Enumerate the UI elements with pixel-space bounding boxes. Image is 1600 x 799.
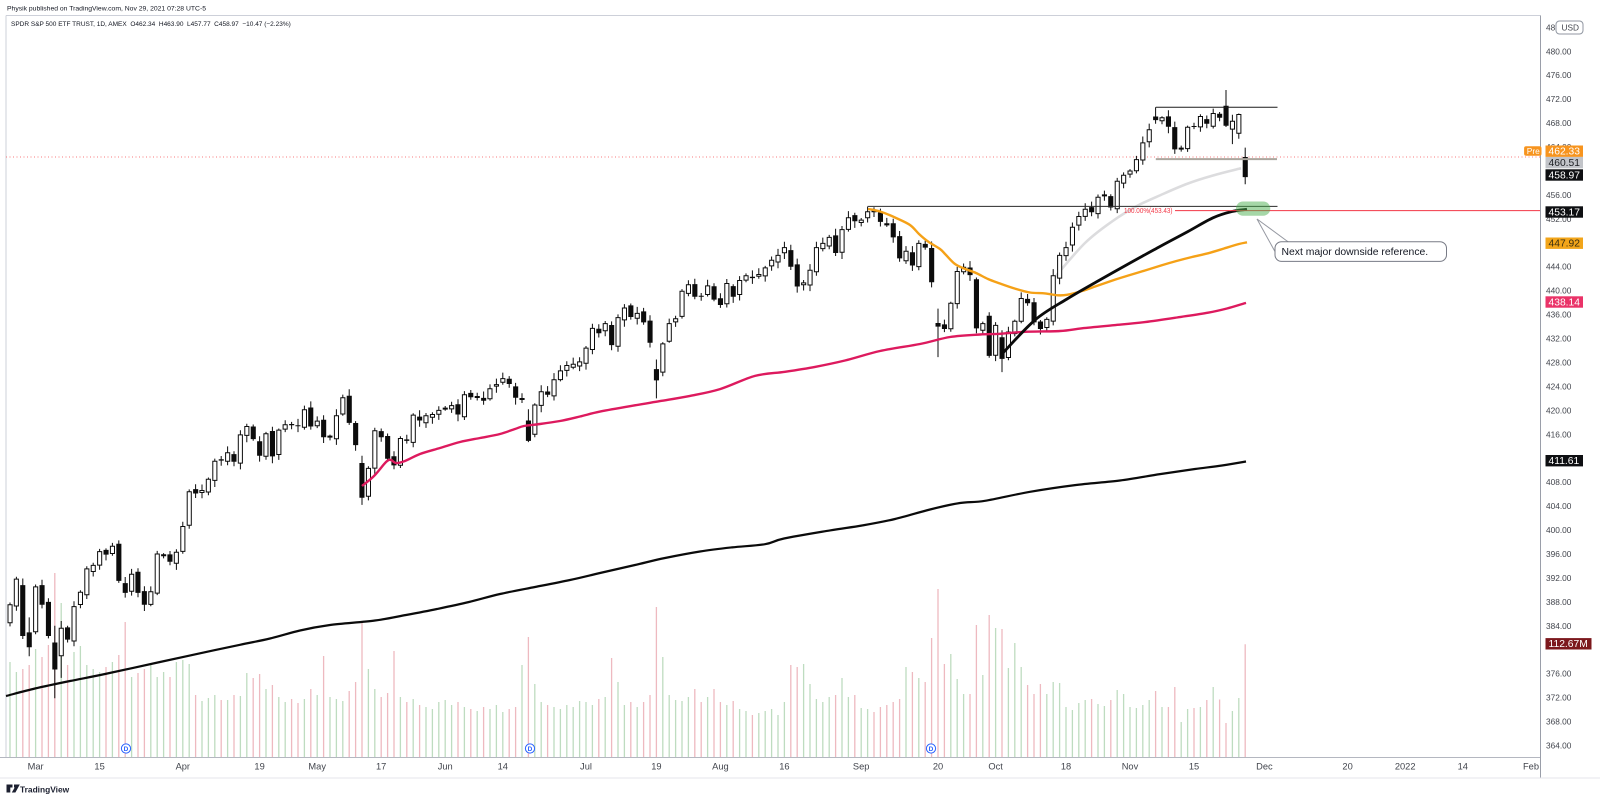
svg-text:384.00: 384.00 <box>1546 621 1572 631</box>
svg-text:424.00: 424.00 <box>1546 381 1572 391</box>
svg-text:432.00: 432.00 <box>1546 334 1572 344</box>
svg-text:14: 14 <box>1458 762 1468 772</box>
svg-text:372.00: 372.00 <box>1546 693 1572 703</box>
svg-text:428.00: 428.00 <box>1546 358 1572 368</box>
svg-text:16: 16 <box>779 762 789 772</box>
svg-text:376.00: 376.00 <box>1546 669 1572 679</box>
svg-text:460.51: 460.51 <box>1549 158 1581 169</box>
svg-text:453.17: 453.17 <box>1549 207 1581 218</box>
svg-text:20: 20 <box>933 762 943 772</box>
svg-text:15: 15 <box>94 762 104 772</box>
svg-text:Pre: Pre <box>1527 146 1540 156</box>
svg-text:480.00: 480.00 <box>1546 46 1572 56</box>
svg-text:Sep: Sep <box>853 762 870 772</box>
svg-text:17: 17 <box>376 762 386 772</box>
svg-text:Mar: Mar <box>28 762 44 772</box>
svg-text:400.00: 400.00 <box>1546 525 1572 535</box>
svg-text:Physik published on TradingVie: Physik published on TradingView.com, Nov… <box>7 6 206 13</box>
svg-text:420.00: 420.00 <box>1546 405 1572 415</box>
svg-text:436.00: 436.00 <box>1546 310 1572 320</box>
svg-text:SPDR S&P 500 ETF TRUST, 1D, AM: SPDR S&P 500 ETF TRUST, 1D, AMEX O462.34… <box>11 21 291 28</box>
svg-text:392.00: 392.00 <box>1546 573 1572 583</box>
svg-text:462.33: 462.33 <box>1549 147 1581 158</box>
svg-text:Aug: Aug <box>712 762 729 772</box>
svg-text:D: D <box>929 746 934 753</box>
svg-text:388.00: 388.00 <box>1546 597 1572 607</box>
svg-text:20: 20 <box>1342 762 1352 772</box>
svg-text:404.00: 404.00 <box>1546 501 1572 511</box>
svg-text:May: May <box>308 762 326 772</box>
svg-text:368.00: 368.00 <box>1546 717 1572 727</box>
svg-text:396.00: 396.00 <box>1546 549 1572 559</box>
svg-text:447.92: 447.92 <box>1549 239 1581 250</box>
svg-text:19: 19 <box>651 762 661 772</box>
svg-text:2022: 2022 <box>1395 762 1416 772</box>
svg-text:D: D <box>528 746 533 753</box>
svg-text:100.00%(453.43): 100.00%(453.43) <box>1124 208 1173 215</box>
svg-text:Jul: Jul <box>580 762 592 772</box>
svg-text:15: 15 <box>1189 762 1199 772</box>
svg-text:458.97: 458.97 <box>1549 170 1581 181</box>
svg-text:Dec: Dec <box>1256 762 1273 772</box>
svg-text:452.00: 452.00 <box>1546 214 1572 224</box>
svg-text:14: 14 <box>498 762 508 772</box>
svg-text:18: 18 <box>1061 762 1071 772</box>
svg-text:364.00: 364.00 <box>1546 741 1572 751</box>
svg-text:Jun: Jun <box>438 762 453 772</box>
svg-text:Feb: Feb <box>1523 762 1539 772</box>
svg-text:Apr: Apr <box>176 762 190 772</box>
svg-text:112.67M: 112.67M <box>1549 639 1588 650</box>
svg-text:19: 19 <box>254 762 264 772</box>
svg-text:Nov: Nov <box>1122 762 1139 772</box>
svg-text:408.00: 408.00 <box>1546 477 1572 487</box>
svg-text:USD: USD <box>1562 23 1580 33</box>
svg-text:440.00: 440.00 <box>1546 286 1572 296</box>
svg-text:472.00: 472.00 <box>1546 94 1572 104</box>
svg-text:416.00: 416.00 <box>1546 429 1572 439</box>
svg-text:444.00: 444.00 <box>1546 262 1572 272</box>
svg-text:438.14: 438.14 <box>1549 297 1581 308</box>
svg-text:Next major downside reference.: Next major downside reference. <box>1282 247 1429 258</box>
svg-text:476.00: 476.00 <box>1546 70 1572 80</box>
svg-text:D: D <box>124 746 129 753</box>
svg-text:468.00: 468.00 <box>1546 118 1572 128</box>
svg-text:TradingView: TradingView <box>20 785 70 795</box>
svg-text:Oct: Oct <box>988 762 1003 772</box>
svg-text:411.61: 411.61 <box>1549 456 1580 467</box>
svg-text:456.00: 456.00 <box>1546 190 1572 200</box>
